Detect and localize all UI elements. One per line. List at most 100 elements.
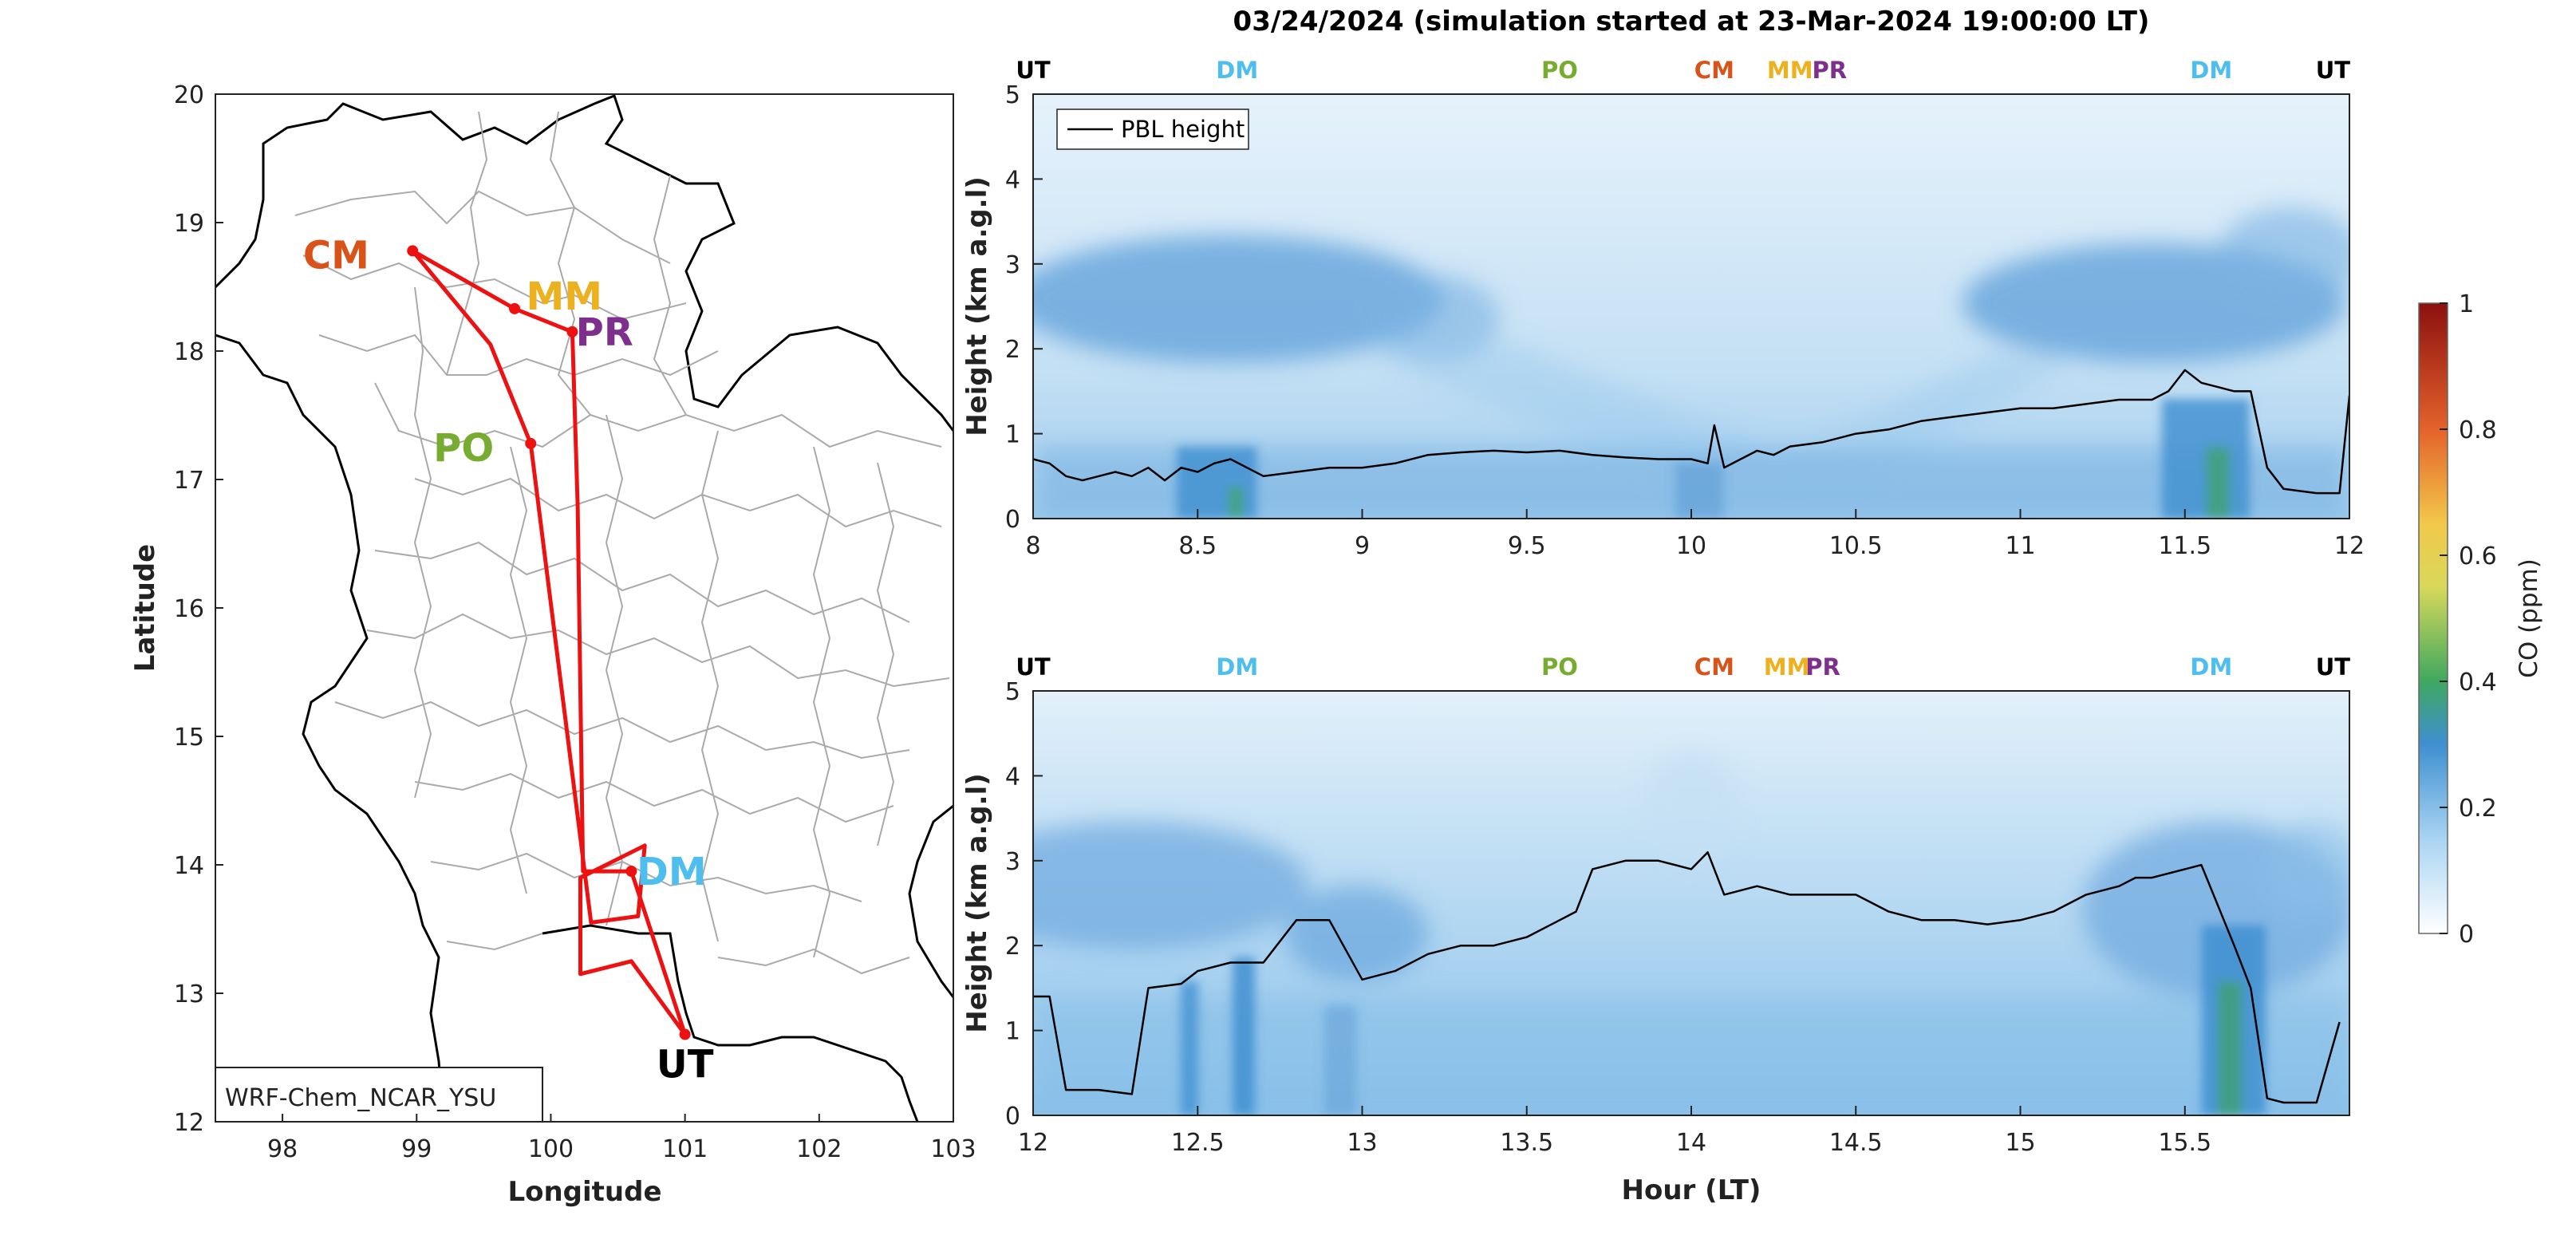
y-tick-label: 1 — [1005, 421, 1020, 449]
x-tick-label: 9.5 — [1508, 532, 1546, 560]
colorbar: 0 0.2 0.4 0.6 0.8 1 CO (ppm) — [2418, 290, 2543, 949]
x-tick-label: 15.5 — [2158, 1129, 2211, 1157]
x-ticks-1: 8 8.5 9 9.5 10 10.5 11 11.5 12 — [1025, 509, 2365, 560]
station-marker-mm: MM — [1767, 57, 1813, 84]
x-tick-label: 11 — [2005, 532, 2035, 560]
map-x-tick-label: 102 — [796, 1135, 842, 1163]
station-marker-pr: PR — [1805, 653, 1840, 681]
x-tick-label: 12 — [2334, 532, 2365, 560]
station-dot-po — [525, 437, 537, 449]
pbl-height-line-1 — [1033, 369, 2349, 495]
station-dot-cm — [407, 245, 419, 257]
y-ticks-2: 0 1 2 3 4 5 — [1005, 678, 1043, 1131]
y-tick-label: 2 — [1005, 336, 1020, 364]
model-label-box — [215, 1067, 543, 1123]
station-marker-dm: DM — [1216, 653, 1258, 681]
map-y-tick-label: 16 — [174, 595, 204, 623]
map-y-tick-label: 13 — [174, 981, 204, 1008]
map-y-tick-label: 15 — [174, 724, 204, 752]
colorbar-ramp — [2418, 302, 2448, 934]
station-marker-dm: DM — [1216, 57, 1258, 84]
colorbar-tick-label: 0 — [2459, 921, 2474, 949]
station-label-pr: PR — [576, 310, 633, 355]
x-tick-label: 13.5 — [1500, 1129, 1553, 1157]
map-y-tick-label: 18 — [174, 338, 204, 366]
x-tick-label: 11.5 — [2158, 532, 2211, 560]
colorbar-ticks: 0 0.2 0.4 0.6 0.8 1 — [2440, 290, 2497, 949]
station-marker-po: PO — [1541, 653, 1578, 681]
colorbar-tick-label: 0.4 — [2459, 669, 2497, 697]
figure-title: 03/24/2024 (simulation started at 23-Mar… — [1233, 6, 2150, 37]
station-marker-ut: UT — [1016, 653, 1051, 681]
country-outline — [215, 94, 953, 1122]
x-tick-label: 13 — [1347, 1129, 1377, 1157]
station-marker-cm: CM — [1694, 57, 1734, 84]
station-label-ut: UT — [657, 1043, 714, 1087]
x-ticks-2: 12 12.5 13 13.5 14 14.5 15 15.5 — [1018, 1106, 2211, 1157]
station-marker-dm: DM — [2190, 653, 2232, 681]
map-x-tick-label: 98 — [267, 1135, 298, 1163]
map-x-tick-label: 101 — [662, 1135, 708, 1163]
station-dot-dm — [625, 866, 637, 878]
map-x-label: Longitude — [507, 1176, 661, 1208]
x-tick-label: 10.5 — [1829, 532, 1883, 560]
y-tick-label: 5 — [1005, 81, 1020, 109]
station-label-po: PO — [433, 426, 494, 471]
station-marker-ut: UT — [2316, 57, 2351, 84]
x-tick-label: 8 — [1025, 532, 1040, 560]
station-dot-mm — [509, 302, 521, 314]
y-tick-label: 1 — [1005, 1018, 1020, 1046]
station-marker-pr: PR — [1812, 57, 1847, 84]
y-tick-label: 5 — [1005, 678, 1020, 706]
station-markers — [407, 245, 691, 1040]
y-label-2: Height (km a.g.l) — [961, 773, 993, 1033]
x-tick-label: 14 — [1676, 1129, 1706, 1157]
map-y-tick-label: 17 — [174, 467, 204, 495]
station-marker-mm: MM — [1764, 653, 1810, 681]
map-x-ticks: 98 99 100 101 102 103 — [267, 1114, 976, 1163]
station-marker-cm: CM — [1694, 653, 1734, 681]
map-y-tick-label: 14 — [174, 852, 204, 880]
x-tick-label: 12.5 — [1171, 1129, 1225, 1157]
station-label-cm: CM — [303, 233, 369, 278]
flight-route-line — [411, 249, 688, 1036]
map-y-tick-label: 19 — [174, 210, 204, 238]
map-y-tick-label: 20 — [174, 81, 204, 109]
station-dot-pr — [566, 326, 578, 337]
station-marker-ut: UT — [2316, 653, 2351, 681]
curtain-panel-1: PBL height 8 8.5 9 9.5 10 10.5 11 11.5 12 012345… — [961, 57, 2365, 560]
x-tick-label: 12 — [1018, 1129, 1048, 1157]
map-y-ticks: 12 13 14 15 16 17 18 19 20 — [174, 81, 223, 1137]
y-tick-label: 3 — [1005, 251, 1020, 279]
province-borders — [294, 111, 950, 975]
station-dot-ut — [679, 1028, 691, 1040]
y-ticks-1: 0 1 2 3 4 5 — [1005, 81, 1043, 534]
y-tick-label: 4 — [1005, 166, 1020, 194]
map-y-label: Latitude — [129, 544, 161, 672]
x-tick-label: 9 — [1355, 532, 1370, 560]
model-label: WRF-Chem_NCAR_YSU — [225, 1084, 496, 1112]
colorbar-label: CO (ppm) — [2515, 558, 2543, 678]
colorbar-tick-label: 1 — [2459, 290, 2474, 318]
station-marker-ut: UT — [1016, 57, 1051, 84]
map-x-tick-label: 100 — [528, 1135, 574, 1163]
y-tick-label: 2 — [1005, 933, 1020, 961]
colorbar-tick-label: 0.8 — [2459, 416, 2497, 444]
x-label-2: Hour (LT) — [1622, 1174, 1761, 1206]
y-label-1: Height (km a.g.l) — [961, 176, 993, 436]
station-marker-dm: DM — [2190, 57, 2232, 84]
co-field-columns-2 — [1181, 925, 2266, 1115]
map-axes-box — [215, 94, 953, 1122]
station-label-mm: MM — [527, 274, 603, 319]
y-tick-label: 4 — [1005, 763, 1020, 791]
colorbar-tick-label: 0.2 — [2459, 795, 2497, 823]
x-tick-label: 10 — [1676, 532, 1706, 560]
x-tick-label: 8.5 — [1178, 532, 1217, 560]
y-tick-label: 0 — [1005, 1103, 1020, 1131]
station-label-dm: DM — [637, 850, 707, 894]
